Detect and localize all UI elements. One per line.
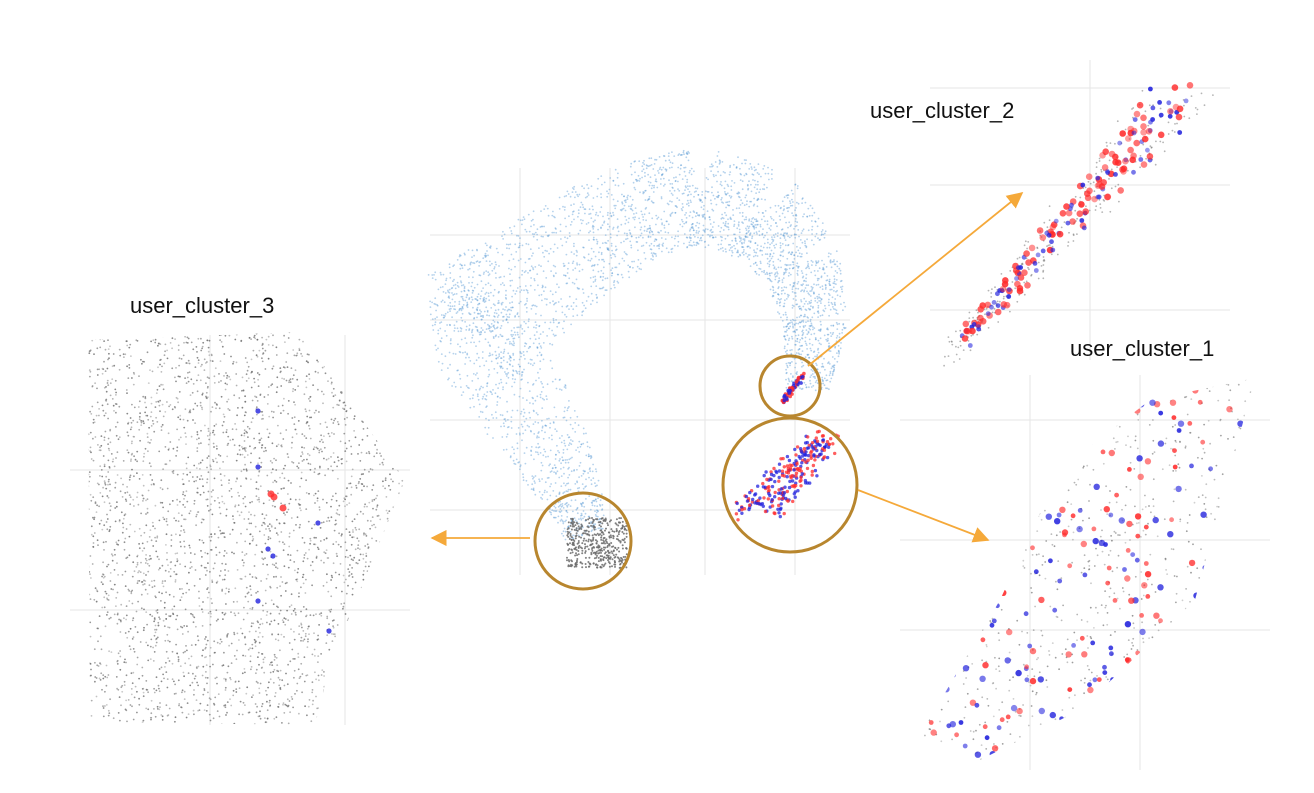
cluster-3-zoom-panel	[88, 332, 405, 725]
cluster-2-highlight-circle	[758, 354, 822, 418]
cluster-2-zoom-panel	[943, 82, 1214, 367]
cluster-1-highlight-circle	[721, 416, 859, 554]
cluster-2-label: user_cluster_2	[870, 98, 1015, 123]
highlight-circles	[533, 354, 859, 591]
arrow-to-cluster-1	[857, 489, 990, 543]
grid-lines	[70, 60, 1270, 770]
arrow-to-cluster-2	[807, 191, 1024, 367]
cluster-1-label: user_cluster_1	[1070, 336, 1215, 361]
connector-arrows	[430, 191, 1024, 547]
cluster-1-zoom-panel	[920, 378, 1255, 760]
cluster-3-label: user_cluster_3	[130, 293, 275, 318]
main-embedding	[427, 149, 847, 569]
cluster-3-highlight-circle	[533, 491, 633, 591]
